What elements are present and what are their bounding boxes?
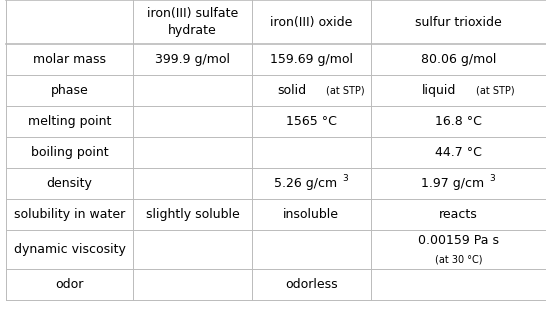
Text: 0.00159 Pa s: 0.00159 Pa s — [418, 234, 499, 247]
Text: phase: phase — [51, 84, 88, 97]
Text: 159.69 g/mol: 159.69 g/mol — [270, 53, 353, 66]
Text: dynamic viscosity: dynamic viscosity — [14, 243, 126, 256]
Text: reacts: reacts — [439, 208, 478, 221]
Text: (at STP): (at STP) — [476, 85, 514, 96]
Text: 5.26 g/cm: 5.26 g/cm — [274, 177, 337, 190]
Text: (at 30 °C): (at 30 °C) — [435, 254, 482, 264]
Text: 44.7 °C: 44.7 °C — [435, 146, 482, 159]
Text: molar mass: molar mass — [33, 53, 106, 66]
Text: density: density — [47, 177, 93, 190]
Text: solubility in water: solubility in water — [14, 208, 125, 221]
Text: odor: odor — [56, 278, 84, 291]
Text: solid: solid — [278, 84, 307, 97]
Text: 80.06 g/mol: 80.06 g/mol — [420, 53, 496, 66]
Text: (at STP): (at STP) — [326, 85, 365, 96]
Text: 399.9 g/mol: 399.9 g/mol — [155, 53, 230, 66]
Text: 3: 3 — [342, 174, 348, 183]
Text: melting point: melting point — [28, 115, 111, 128]
Text: 16.8 °C: 16.8 °C — [435, 115, 482, 128]
Text: odorless: odorless — [285, 278, 337, 291]
Text: 1.97 g/cm: 1.97 g/cm — [422, 177, 484, 190]
Text: insoluble: insoluble — [283, 208, 339, 221]
Text: 1565 °C: 1565 °C — [286, 115, 337, 128]
Text: iron(III) sulfate
hydrate: iron(III) sulfate hydrate — [147, 7, 238, 37]
Text: slightly soluble: slightly soluble — [146, 208, 239, 221]
Text: sulfur trioxide: sulfur trioxide — [415, 16, 502, 28]
Text: boiling point: boiling point — [31, 146, 109, 159]
Text: 3: 3 — [489, 174, 495, 183]
Text: iron(III) oxide: iron(III) oxide — [270, 16, 352, 28]
Text: liquid: liquid — [422, 84, 456, 97]
